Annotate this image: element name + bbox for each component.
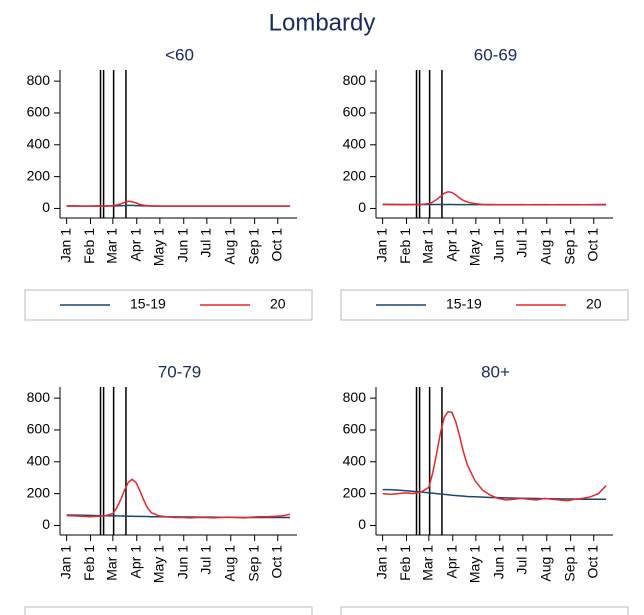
x-tick-label: Apr 1 (127, 228, 143, 262)
y-tick-label: 600 (343, 421, 367, 437)
legend-label: 20 (270, 296, 286, 312)
y-tick-label: 0 (358, 516, 366, 532)
series-line (382, 488, 607, 500)
x-tick-label: Jan 1 (57, 228, 73, 262)
x-tick-label: Aug 1 (537, 545, 553, 582)
x-tick-label: Aug 1 (537, 228, 553, 265)
x-tick-label: Jul 1 (198, 545, 214, 575)
y-tick-label: 800 (27, 72, 51, 88)
x-tick-label: Sep 1 (561, 545, 577, 582)
legend-box (340, 606, 629, 615)
x-tick-label: May 1 (467, 228, 483, 266)
series-line (66, 478, 291, 519)
y-tick-label: 200 (27, 484, 51, 500)
y-tick-label: 600 (27, 421, 51, 437)
y-tick-label: 0 (42, 516, 50, 532)
legend-label: 20 (586, 296, 602, 312)
x-tick-label: Jun 1 (174, 545, 190, 579)
legend-label: 20 (586, 613, 602, 615)
x-tick-label: Apr 1 (443, 545, 459, 579)
x-tick-label: Jun 1 (174, 228, 190, 262)
x-tick-label: Mar 1 (420, 545, 436, 581)
y-tick-label: 200 (27, 167, 51, 183)
series-line (382, 190, 607, 206)
x-tick-label: Feb 1 (81, 545, 97, 581)
legend-label: 20 (270, 613, 286, 615)
legend-box (24, 289, 313, 321)
x-tick-label: Aug 1 (221, 545, 237, 582)
legend-label: 15-19 (130, 613, 166, 615)
y-tick-label: 200 (343, 484, 367, 500)
x-tick-label: Mar 1 (104, 545, 120, 581)
x-tick-label: Aug 1 (221, 228, 237, 265)
y-tick-label: 400 (343, 452, 367, 468)
legend-box (24, 606, 313, 615)
x-tick-label: Oct 1 (584, 228, 600, 262)
panel-title: 60-69 (474, 45, 517, 64)
series-line (66, 200, 291, 207)
y-tick-label: 800 (27, 389, 51, 405)
x-tick-label: Oct 1 (268, 228, 284, 262)
x-tick-label: May 1 (467, 545, 483, 583)
x-tick-label: Jan 1 (57, 545, 73, 579)
panel-title: 70-79 (158, 362, 201, 381)
y-tick-label: 600 (343, 104, 367, 120)
x-tick-label: Apr 1 (443, 228, 459, 262)
x-tick-label: Mar 1 (420, 228, 436, 264)
x-tick-label: Sep 1 (561, 228, 577, 265)
y-tick-label: 600 (27, 104, 51, 120)
legend-label: 15-19 (446, 296, 482, 312)
x-tick-label: May 1 (151, 545, 167, 583)
x-tick-label: Jul 1 (198, 228, 214, 258)
x-tick-label: Sep 1 (245, 545, 261, 582)
y-tick-label: 200 (343, 167, 367, 183)
x-tick-label: Oct 1 (268, 545, 284, 579)
panel-title: <60 (165, 45, 194, 64)
x-tick-label: Jun 1 (490, 545, 506, 579)
legend-label: 15-19 (130, 296, 166, 312)
x-tick-label: Feb 1 (397, 228, 413, 264)
x-tick-label: Jun 1 (490, 228, 506, 262)
x-tick-label: Apr 1 (127, 545, 143, 579)
x-tick-label: Jan 1 (373, 545, 389, 579)
series-line (382, 410, 607, 502)
x-tick-label: Sep 1 (245, 228, 261, 265)
y-tick-label: 800 (343, 389, 367, 405)
panel-title: 80+ (481, 362, 510, 381)
x-tick-label: Mar 1 (104, 228, 120, 264)
figure-title: Lombardy (269, 9, 376, 36)
x-tick-label: Oct 1 (584, 545, 600, 579)
y-tick-label: 400 (27, 452, 51, 468)
y-tick-label: 400 (343, 135, 367, 151)
y-tick-label: 400 (27, 135, 51, 151)
x-tick-label: Feb 1 (397, 545, 413, 581)
x-tick-label: May 1 (151, 228, 167, 266)
y-tick-label: 0 (42, 199, 50, 215)
x-tick-label: Jul 1 (514, 545, 530, 575)
legend-box (340, 289, 629, 321)
y-tick-label: 0 (358, 199, 366, 215)
x-tick-label: Jul 1 (514, 228, 530, 258)
x-tick-label: Feb 1 (81, 228, 97, 264)
y-tick-label: 800 (343, 72, 367, 88)
legend-label: 15-19 (446, 613, 482, 615)
x-tick-label: Jan 1 (373, 228, 389, 262)
